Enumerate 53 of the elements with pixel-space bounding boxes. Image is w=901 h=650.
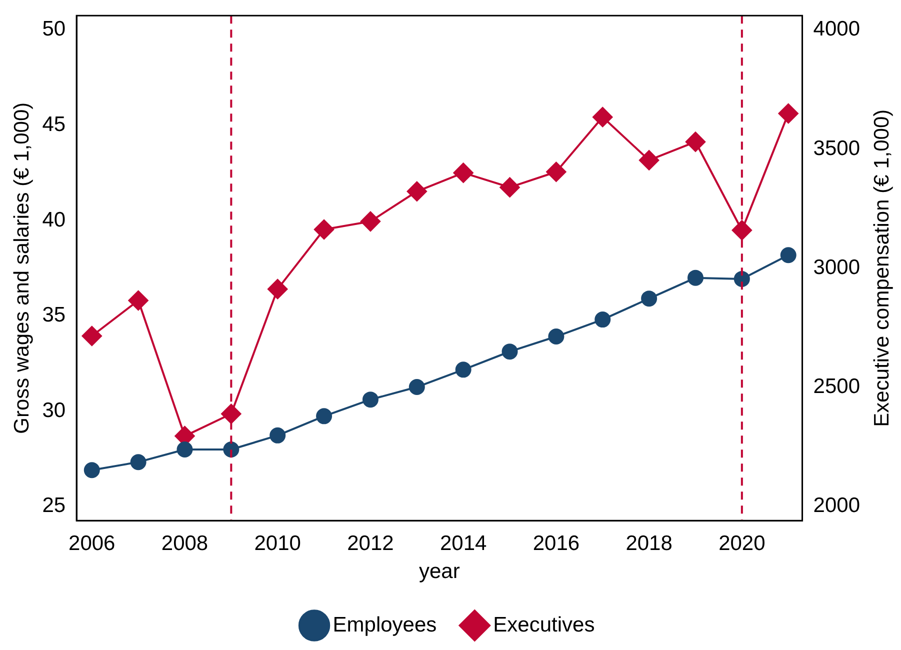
point (84, 462, 100, 478)
point (360, 211, 380, 232)
point (592, 107, 613, 128)
point (453, 162, 474, 183)
point (270, 427, 286, 444)
y-tick-label: 50 (42, 18, 66, 41)
x-tick-label: 2020 (718, 532, 766, 555)
point (221, 404, 242, 424)
point (502, 344, 518, 360)
y-tick-label: 30 (42, 398, 66, 422)
legend-label: Executives (493, 613, 595, 636)
point (455, 362, 472, 378)
y2-tick-label: 2000 (813, 494, 860, 518)
y2-tick-label: 3500 (813, 136, 860, 160)
y-tick-label: 45 (42, 112, 66, 136)
x-tick-label: 2008 (161, 532, 208, 555)
y2-axis-title: Executive compensation (€ 1,000) (870, 109, 894, 427)
point (641, 290, 658, 307)
y2-tick-label: 3000 (813, 256, 860, 279)
point (268, 279, 288, 300)
point (316, 408, 332, 424)
point (548, 328, 564, 345)
point (408, 379, 425, 396)
y-tick-label: 25 (42, 494, 66, 518)
x-tick-label: 2018 (626, 532, 672, 555)
y-axis-title: Gross wages and salaries (€ 1,000) (10, 102, 34, 434)
point (685, 132, 706, 152)
y2-tick-label: 2500 (813, 375, 860, 398)
point (500, 177, 520, 198)
point (639, 150, 660, 170)
point (130, 454, 146, 470)
x-axis-title: year (418, 560, 460, 584)
x-tick-label: 2012 (347, 532, 394, 555)
point (176, 442, 193, 458)
y-tick-label: 35 (42, 304, 66, 327)
y-tick-label: 40 (42, 208, 66, 232)
x-tick-label: 2016 (532, 532, 580, 555)
point (778, 104, 798, 124)
point (546, 162, 566, 182)
point (780, 247, 796, 264)
x-tick-label: 2006 (68, 532, 116, 555)
point (82, 326, 102, 346)
legend-label: Employees (332, 613, 437, 636)
point (594, 312, 611, 328)
point (687, 270, 704, 286)
point (362, 392, 378, 408)
point (406, 181, 427, 202)
point (128, 290, 148, 310)
point (732, 220, 752, 240)
x-tick-label: 2010 (254, 532, 301, 555)
y2-tick-label: 4000 (813, 18, 860, 41)
x-tick-label: 2014 (440, 532, 488, 555)
point (314, 220, 334, 240)
